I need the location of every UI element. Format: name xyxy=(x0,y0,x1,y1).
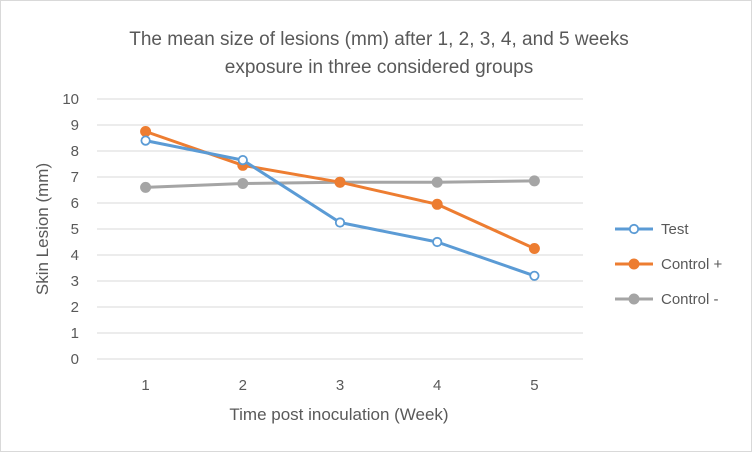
data-point xyxy=(140,135,151,146)
legend-label: Control + xyxy=(661,256,723,273)
series-line xyxy=(144,139,536,278)
data-point xyxy=(334,176,346,188)
legend-label: Test xyxy=(661,221,689,238)
data-point xyxy=(237,155,248,166)
y-tick-label: 5 xyxy=(71,221,79,238)
data-point xyxy=(529,270,540,281)
chart-title-line-1: The mean size of lesions (mm) after 1, 2… xyxy=(129,29,629,50)
x-axis-ticks: 1 2 3 4 5 xyxy=(141,377,538,394)
x-tick-label: 3 xyxy=(336,377,344,394)
y-tick-label: 7 xyxy=(71,169,79,186)
y-tick-label: 9 xyxy=(71,117,79,134)
y-axis-label: Skin Lesion (mm) xyxy=(33,163,52,295)
y-tick-label: 2 xyxy=(71,299,79,316)
legend-item: Control + xyxy=(615,256,723,273)
data-point xyxy=(528,175,540,187)
data-point xyxy=(528,243,540,254)
y-axis-ticks: 0 1 2 3 4 5 6 7 8 9 10 xyxy=(62,91,79,368)
data-point xyxy=(431,198,443,210)
x-tick-label: 1 xyxy=(141,377,149,394)
gridlines xyxy=(97,98,583,360)
data-point xyxy=(140,181,152,193)
legend-marker xyxy=(628,293,640,305)
x-axis-label: Time post inoculation (Week) xyxy=(229,405,448,424)
y-tick-label: 0 xyxy=(71,351,79,368)
data-point xyxy=(237,178,249,189)
y-tick-label: 10 xyxy=(62,91,79,108)
y-tick-label: 3 xyxy=(71,273,79,290)
legend-label: Control - xyxy=(661,291,719,308)
chart-title-line-2: exposure in three considered groups xyxy=(225,57,533,78)
legend-marker xyxy=(628,223,640,235)
y-tick-label: 8 xyxy=(71,143,79,160)
data-point xyxy=(334,217,346,228)
x-tick-label: 2 xyxy=(239,377,247,394)
legend: Test Control + Control - xyxy=(615,221,723,308)
legend-item: Control - xyxy=(615,291,719,308)
y-tick-label: 4 xyxy=(71,247,79,264)
series-control-plus xyxy=(140,126,540,254)
series-test xyxy=(140,135,540,281)
series-line xyxy=(144,130,536,250)
y-tick-label: 1 xyxy=(71,325,79,342)
x-tick-label: 4 xyxy=(433,377,441,394)
data-point xyxy=(432,236,443,248)
legend-marker xyxy=(628,258,640,270)
x-tick-label: 5 xyxy=(530,377,538,394)
data-point xyxy=(431,176,443,188)
y-tick-label: 6 xyxy=(71,195,79,212)
legend-item: Test xyxy=(615,221,689,238)
series-layer xyxy=(140,126,540,281)
data-point xyxy=(140,126,152,137)
